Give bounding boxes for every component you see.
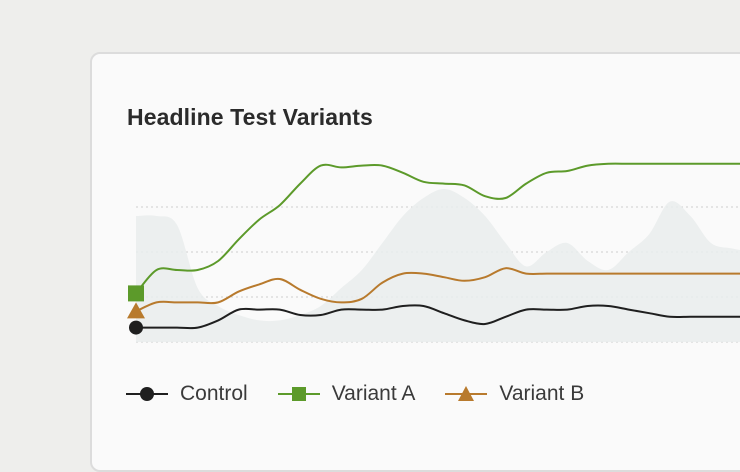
legend-label-control: Control	[180, 382, 248, 405]
chart-title: Headline Test Variants	[127, 104, 373, 130]
legend-marker-triangle-icon	[445, 386, 488, 401]
legend-item-variant-b: Variant B	[445, 382, 584, 406]
legend-item-variant-a: Variant A	[277, 382, 416, 406]
series-line-variant-a	[135, 162, 740, 295]
legend-label-variant-a: Variant A	[331, 382, 416, 405]
legend-label-variant-b: Variant B	[499, 382, 585, 405]
legend-marker-circle-icon	[126, 387, 168, 401]
legend-marker-square-icon	[277, 387, 320, 401]
legend-item-control: Control	[126, 382, 248, 406]
chart-legend: Control Variant A Variant B	[126, 382, 614, 406]
series-line-variant-b	[135, 267, 740, 313]
start-marker-variant-a	[128, 285, 144, 302]
start-marker-variant-b	[127, 302, 145, 319]
background-area	[136, 189, 740, 342]
start-marker-control	[129, 320, 143, 335]
series-line-control	[135, 304, 740, 330]
line-chart	[127, 162, 740, 343]
chart-card: Headline Test Variants Control Variant A	[90, 52, 740, 472]
